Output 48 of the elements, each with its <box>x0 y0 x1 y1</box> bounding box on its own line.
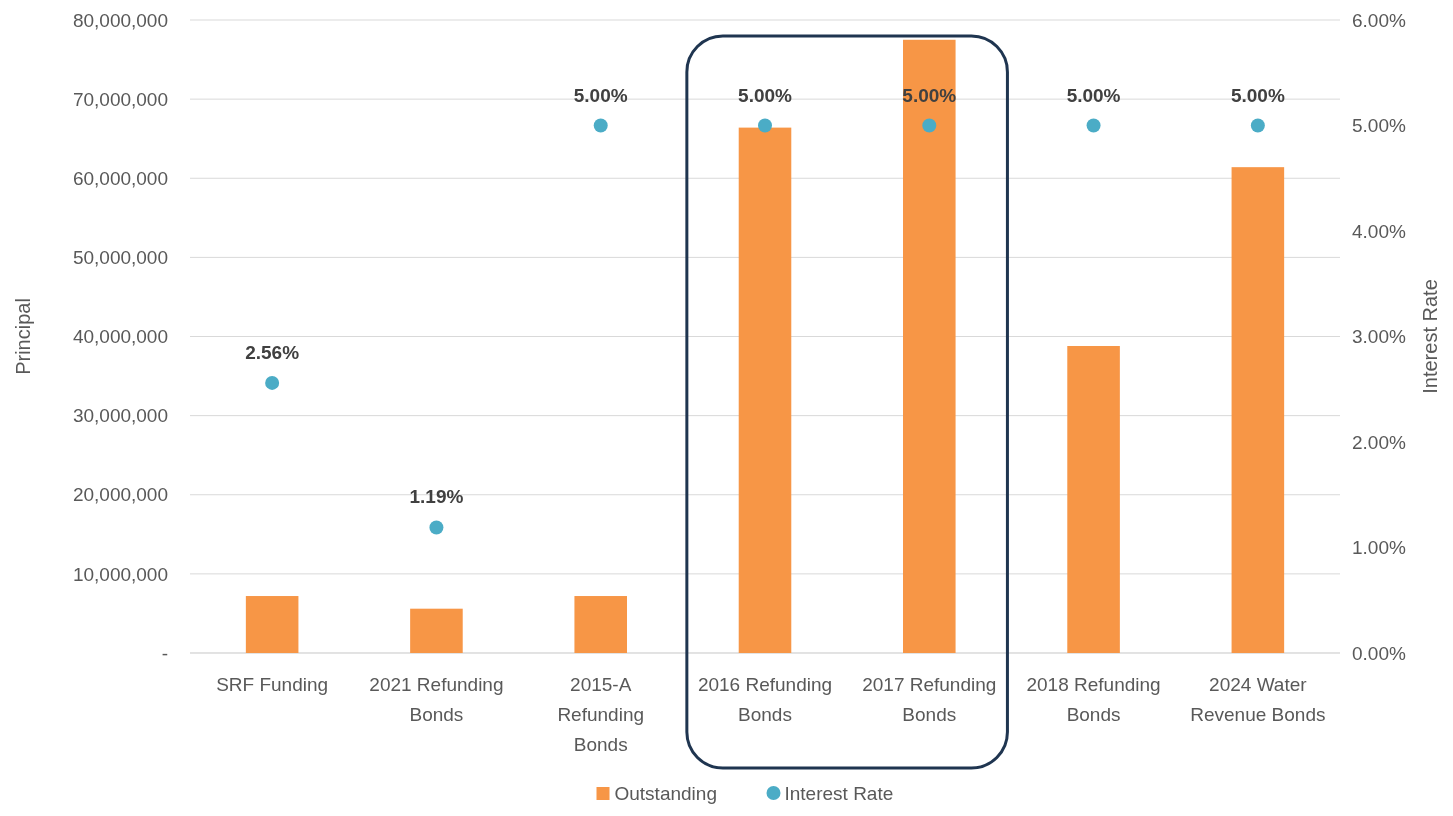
data-label: 5.00% <box>573 84 628 106</box>
y2-tick-label: 0.00% <box>1352 642 1406 664</box>
x-tick-label: 2016 Refunding Bonds <box>697 674 833 725</box>
y-tick-label: 30,000,000 <box>72 405 168 427</box>
bar <box>1067 346 1120 653</box>
y2-tick-label: 3.00% <box>1352 326 1406 348</box>
point <box>265 375 280 390</box>
bar <box>1231 167 1285 653</box>
y-tick-label: 70,000,000 <box>72 88 168 110</box>
y2-axis-title: Interest Rate <box>1419 279 1441 394</box>
y2-tick-label: 1.00% <box>1352 537 1406 559</box>
y2-tick-label: 5.00% <box>1352 115 1406 137</box>
point <box>429 520 444 535</box>
data-label: 1.19% <box>409 486 464 508</box>
x-tick-label: 2018 Refunding Bonds <box>1026 674 1161 725</box>
y-tick-label: 10,000,000 <box>72 563 168 585</box>
point <box>922 118 937 133</box>
bar <box>410 608 463 653</box>
data-label: 5.00% <box>738 84 793 106</box>
bar <box>738 127 792 653</box>
y-tick-label: - <box>161 642 168 664</box>
data-label: 5.00% <box>1230 84 1285 106</box>
y-tick-label: 40,000,000 <box>72 326 168 348</box>
point <box>758 118 772 133</box>
x-tick-label: 2021 Refunding Bonds <box>369 674 504 725</box>
x-tick-label: 2017 Refunding Bonds <box>862 674 997 725</box>
x-tick-label: SRF Funding <box>216 674 329 695</box>
y2-tick-label: 4.00% <box>1352 220 1406 242</box>
point <box>1086 118 1101 133</box>
legend-label: Interest Rate <box>784 783 894 804</box>
bar <box>245 596 299 653</box>
data-label: 5.00% <box>1066 84 1121 106</box>
data-label: 2.56% <box>245 341 300 363</box>
legend-label: Outstanding <box>614 783 717 804</box>
point <box>593 118 608 133</box>
y-axis-title: Principal <box>12 298 34 375</box>
y-tick-label: 20,000,000 <box>72 484 168 506</box>
data-label: 5.00% <box>902 84 957 106</box>
y-tick-label: 80,000,000 <box>72 9 168 31</box>
bar <box>903 39 956 653</box>
x-tick-label: 2024 Water Revenue Bonds <box>1190 674 1326 725</box>
bar <box>574 596 627 653</box>
y-tick-label: 60,000,000 <box>72 167 168 189</box>
y-tick-label: 50,000,000 <box>72 247 168 269</box>
x-tick-label: 2015-A Refunding Bonds <box>557 674 645 755</box>
point <box>1250 118 1265 133</box>
y2-tick-label: 6.00% <box>1352 9 1406 31</box>
y2-tick-label: 2.00% <box>1352 431 1406 453</box>
